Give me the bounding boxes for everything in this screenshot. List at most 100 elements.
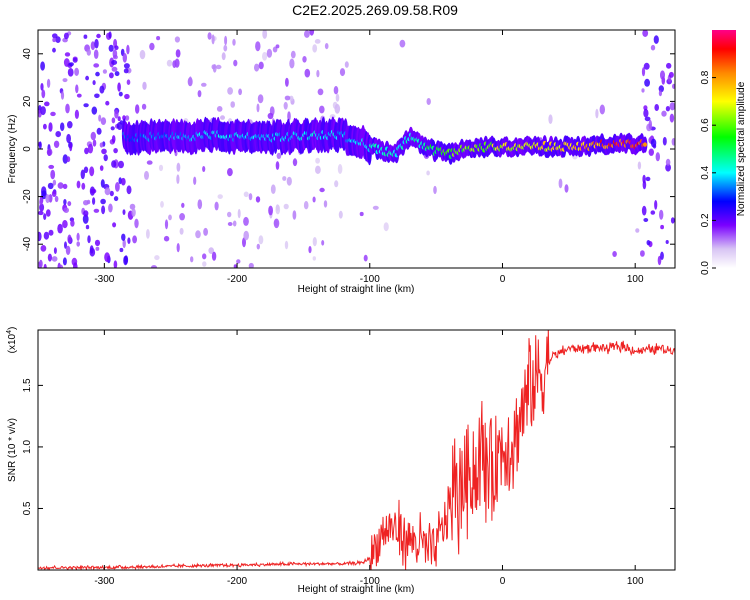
noise-speck xyxy=(96,33,101,39)
noise-speck xyxy=(63,207,69,213)
noise-speck xyxy=(599,104,605,115)
noise-speck xyxy=(243,230,249,241)
noise-speck xyxy=(230,101,235,108)
noise-speck xyxy=(101,205,106,215)
noise-speck xyxy=(109,72,114,79)
noise-speck xyxy=(62,220,68,229)
noise-speck xyxy=(86,49,92,56)
noise-speck xyxy=(41,89,46,99)
noise-speck xyxy=(164,219,169,230)
noise-speck xyxy=(57,182,64,189)
noise-speck xyxy=(254,63,260,72)
noise-speck xyxy=(662,136,667,146)
noise-speck xyxy=(324,43,329,50)
noise-speck xyxy=(94,239,101,247)
noise-speck xyxy=(48,122,53,132)
noise-speck xyxy=(74,67,79,76)
noise-speck xyxy=(660,251,664,260)
noise-speck xyxy=(289,58,295,69)
noise-speck xyxy=(635,228,640,233)
noise-speck xyxy=(93,49,99,59)
noise-speck xyxy=(637,161,642,170)
noise-speck xyxy=(117,82,121,92)
noise-speck xyxy=(433,185,437,195)
noise-speck xyxy=(92,139,97,147)
noise-speck xyxy=(323,200,328,208)
noise-speck xyxy=(232,38,236,46)
x-tick-label: 0 xyxy=(500,576,506,587)
noise-speck xyxy=(47,182,54,190)
noise-speck xyxy=(38,210,44,216)
noise-speck xyxy=(236,259,241,264)
colorbar-gradient xyxy=(712,30,736,268)
spectrogram-x-axis-label: Height of straight line (km) xyxy=(298,284,415,295)
noise-speck xyxy=(289,95,294,102)
noise-speck xyxy=(54,195,59,203)
noise-speck xyxy=(67,234,72,244)
noise-speck xyxy=(644,116,651,122)
noise-speck xyxy=(92,197,96,205)
noise-speck xyxy=(90,188,97,194)
noise-speck xyxy=(95,71,100,77)
noise-speck xyxy=(134,218,139,229)
noise-speck xyxy=(103,154,108,162)
noise-speck xyxy=(202,261,207,267)
noise-speck xyxy=(112,49,118,59)
noise-speck xyxy=(149,42,155,51)
noise-speck xyxy=(75,84,79,94)
noise-speck xyxy=(111,117,116,124)
noise-speck xyxy=(248,193,253,201)
noise-speck xyxy=(321,240,325,246)
noise-speck xyxy=(65,245,71,255)
noise-speck xyxy=(258,235,264,245)
noise-speck xyxy=(67,121,73,129)
noise-speck xyxy=(233,264,238,268)
noise-speck xyxy=(201,82,207,87)
noise-speck xyxy=(118,91,123,97)
noise-speck xyxy=(648,148,654,156)
noise-speck xyxy=(215,64,222,70)
ridge-core xyxy=(643,142,647,147)
noise-speck xyxy=(214,201,219,211)
noise-speck xyxy=(314,39,321,44)
noise-speck xyxy=(135,104,140,114)
noise-speck xyxy=(179,227,184,235)
noise-speck xyxy=(120,177,126,186)
noise-speck xyxy=(211,251,217,261)
noise-speck xyxy=(262,30,268,39)
noise-speck xyxy=(104,187,111,196)
noise-speck xyxy=(312,196,316,203)
noise-speck xyxy=(158,164,164,172)
noise-speck xyxy=(62,183,68,189)
noise-speck xyxy=(248,262,254,268)
noise-speck xyxy=(76,232,80,241)
noise-speck xyxy=(94,93,100,99)
noise-speck xyxy=(100,117,107,125)
noise-speck xyxy=(141,103,147,110)
noise-speck xyxy=(661,110,667,117)
noise-speck xyxy=(69,142,73,152)
noise-speck xyxy=(122,239,126,249)
noise-speck xyxy=(104,252,110,263)
page-title: C2E2.2025.269.09.58.R09 xyxy=(292,2,458,18)
y-tick-label: 20 xyxy=(22,95,33,107)
noise-speck xyxy=(334,103,341,114)
noise-speck xyxy=(108,31,112,39)
noise-speck xyxy=(48,164,55,169)
noise-speck xyxy=(151,265,157,268)
noise-speck xyxy=(63,32,69,40)
noise-speck xyxy=(363,254,368,262)
noise-speck xyxy=(93,208,100,213)
noise-speck xyxy=(266,48,273,58)
noise-speck xyxy=(100,198,106,205)
noise-speck xyxy=(197,90,202,98)
noise-speck xyxy=(38,141,42,150)
noise-speck xyxy=(168,214,172,221)
noise-speck xyxy=(109,190,114,197)
noise-speck xyxy=(302,56,307,63)
noise-speck xyxy=(257,94,264,104)
snr-y-axis-label: SNR (10 * v/v) xyxy=(7,418,18,482)
noise-speck xyxy=(52,37,57,43)
noise-speck xyxy=(38,231,42,242)
noise-speck xyxy=(304,30,310,38)
